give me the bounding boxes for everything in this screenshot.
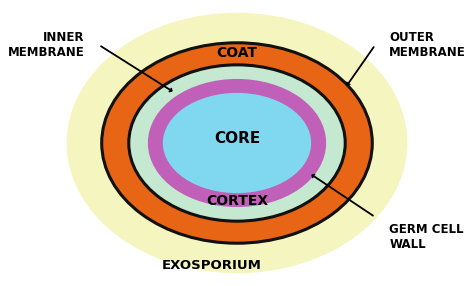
Ellipse shape: [67, 13, 407, 273]
Text: OUTER
MEMBRANE: OUTER MEMBRANE: [389, 31, 466, 59]
Text: INNER
MEMBRANE: INNER MEMBRANE: [8, 31, 85, 59]
Text: GERM CELL
WALL: GERM CELL WALL: [389, 223, 464, 251]
Ellipse shape: [155, 86, 319, 200]
Text: CORTEX: CORTEX: [206, 194, 268, 208]
Ellipse shape: [102, 43, 372, 243]
Ellipse shape: [129, 65, 345, 221]
Text: EXOSPORIUM: EXOSPORIUM: [162, 259, 262, 272]
Text: COAT: COAT: [217, 46, 257, 60]
Ellipse shape: [163, 93, 311, 193]
Text: CORE: CORE: [214, 132, 260, 146]
